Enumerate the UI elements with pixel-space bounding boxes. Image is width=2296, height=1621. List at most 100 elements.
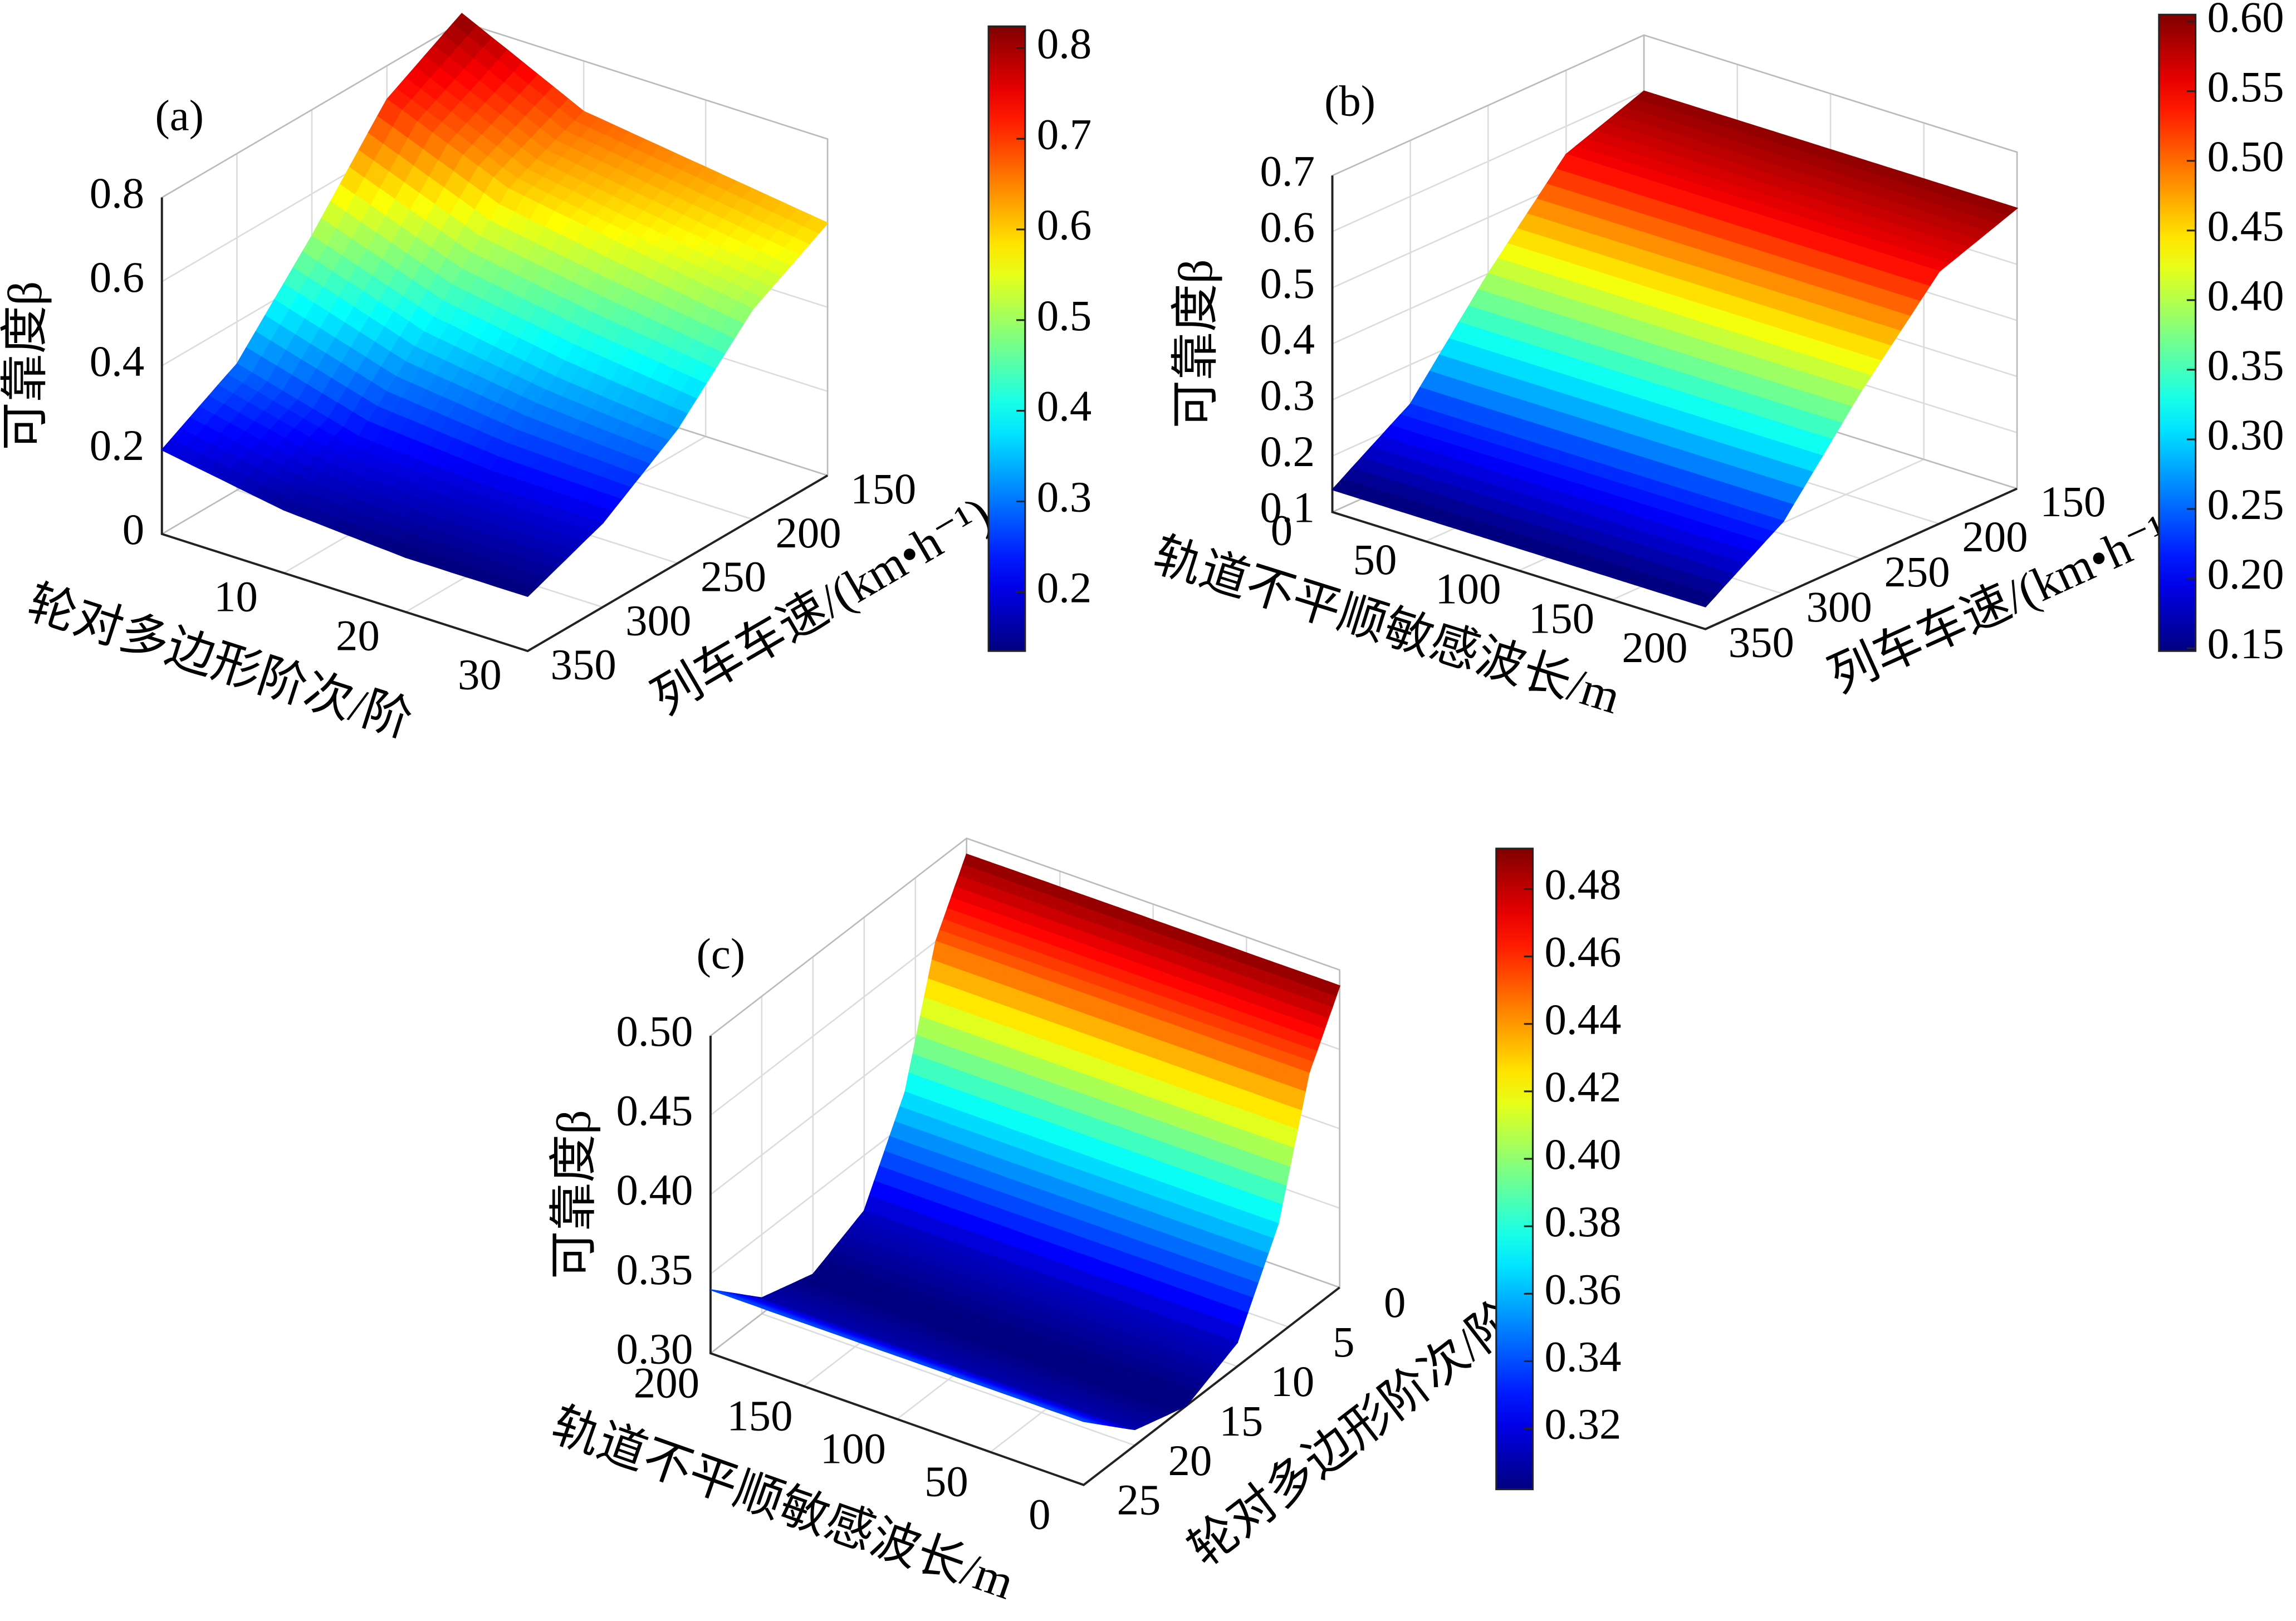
colorbar-tick-label: 0.44 [1544, 996, 1621, 1044]
surface-cell [1502, 302, 1676, 463]
colorbar-tick-label: 0.7 [1037, 110, 1092, 159]
surface-cell [1673, 212, 1847, 363]
z-tick-label: 0.30 [616, 1325, 693, 1373]
x-tick-label: 150 [1529, 594, 1594, 643]
panel: 05010015020005101520250.300.350.400.450.… [545, 837, 1621, 1609]
colorbar-tick-label: 0.20 [2207, 550, 2284, 599]
z-tick-label: 0.6 [90, 253, 145, 302]
surface-cell [1580, 183, 1754, 333]
y-tick-label: 150 [2040, 478, 2106, 526]
z-tick-label: 0.6 [1260, 203, 1315, 252]
panel: 10203015020025030035000.20.40.60.8轮对多边形阶… [0, 12, 1092, 748]
colorbar-tick-label: 0.60 [2207, 0, 2284, 42]
colorbar-tick-label: 0.34 [1544, 1333, 1621, 1381]
colorbar-tick-label: 0.5 [1037, 292, 1092, 340]
panel: 0501001502001502002503003500.10.20.30.40… [1147, 0, 2284, 724]
y-tick-label: 350 [1729, 618, 1794, 667]
colorbar-tick-label: 0.40 [2207, 272, 2284, 320]
surface-cell [479, 376, 679, 524]
colorbar-tick-label: 0.45 [2207, 202, 2284, 251]
x-tick-label: 100 [820, 1425, 886, 1473]
colorbar-tick-label: 0.30 [2207, 411, 2284, 459]
z-tick-label: 0.4 [1260, 315, 1315, 364]
z-tick-label: 0 [123, 506, 144, 554]
surface-cell [404, 483, 604, 598]
z-tick-label: 0.40 [616, 1166, 693, 1214]
z-tick-label: 0.2 [90, 422, 145, 470]
y-tick-label: 15 [1220, 1397, 1264, 1446]
panel-label: (b) [1324, 77, 1375, 125]
y-tick-label: 150 [850, 465, 916, 513]
colorbar-tick-label: 0.8 [1037, 19, 1092, 68]
z-tick-label: 0.5 [1260, 259, 1315, 308]
colorbar-tick-label: 0.3 [1037, 473, 1092, 522]
surface-cell [1487, 153, 1661, 304]
colorbar-tick-label: 0.6 [1037, 201, 1092, 249]
colorbar-tick-label: 0.48 [1544, 861, 1621, 909]
y-tick-label: 20 [1168, 1437, 1212, 1485]
x-tick-label: 100 [1435, 565, 1501, 614]
surface-cell [236, 235, 435, 438]
y-tick-label: 300 [625, 596, 691, 645]
z-tick-label: 0.45 [616, 1087, 693, 1135]
y-tick-label: 10 [1270, 1358, 1314, 1406]
colorbar-tick-label: 0.40 [1544, 1130, 1621, 1179]
colorbar-tick-label: 0.32 [1544, 1400, 1621, 1449]
x-tick-label: 50 [1353, 536, 1397, 584]
colorbar-tick-label: 0.50 [2207, 133, 2284, 181]
x-tick-label: 10 [214, 573, 258, 621]
x-tick-label: 200 [1622, 624, 1687, 672]
z-axis-label: 可靠度β [547, 1110, 600, 1279]
surface-cell [433, 188, 631, 378]
z-axis-label: 可靠度β [0, 281, 52, 450]
axis-line [1331, 175, 2018, 630]
y-tick-label: 350 [551, 640, 616, 689]
colorbar-tick-label: 0.42 [1544, 1063, 1621, 1111]
surface-cell [1658, 120, 1832, 214]
x-tick-label: 0 [1029, 1491, 1050, 1539]
panel-label: (a) [155, 92, 204, 140]
y-tick-label: 25 [1117, 1476, 1161, 1525]
surface-cell [1751, 149, 1925, 243]
x-tick-label: 20 [336, 612, 380, 660]
colorbar-tick-label: 0.25 [2207, 481, 2284, 529]
surface-cell [161, 363, 360, 511]
y-tick-label: 200 [775, 509, 841, 557]
colorbar-tick-label: 0.2 [1037, 564, 1092, 612]
colorbar-tick-label: 0.35 [2207, 341, 2284, 390]
y-tick-label: 200 [1962, 513, 2028, 561]
z-tick-label: 0.2 [1260, 428, 1315, 476]
x-tick-label: 30 [458, 651, 502, 699]
axis-line [160, 197, 829, 653]
surface-cell [282, 435, 482, 559]
z-tick-label: 0.3 [1260, 371, 1315, 420]
z-tick-label: 0.1 [1260, 484, 1315, 532]
z-tick-label: 0.35 [616, 1246, 693, 1294]
colorbar-tick-label: 0.4 [1037, 383, 1092, 431]
z-tick-label: 0.7 [1260, 147, 1315, 195]
colorbar-tick-label: 0.38 [1544, 1198, 1621, 1246]
surface-cell [1409, 273, 1583, 434]
panel-label: (c) [697, 930, 745, 978]
colorbar-tick-label: 0.15 [2207, 620, 2284, 668]
y-tick-label: 250 [1884, 548, 1950, 596]
surface-cell [555, 248, 754, 430]
surface-cell [1844, 178, 2019, 272]
x-tick-label: 150 [727, 1392, 792, 1440]
colorbar [2158, 13, 2197, 652]
colorbar [987, 25, 1026, 652]
y-tick-label: 5 [1333, 1318, 1354, 1367]
x-tick-label: 50 [924, 1458, 968, 1506]
colorbar [1495, 848, 1534, 1491]
z-axis-label: 可靠度β [1169, 259, 1222, 428]
z-tick-label: 0.50 [616, 1007, 693, 1056]
surface-patch [511, 581, 538, 598]
surface-cell [1565, 90, 1739, 184]
surface-cell [386, 12, 585, 190]
y-tick-label: 300 [1807, 583, 1872, 631]
y-tick-label: 250 [701, 553, 766, 601]
z-tick-label: 0.8 [90, 169, 145, 218]
y-tick-label: 0 [1384, 1279, 1406, 1327]
